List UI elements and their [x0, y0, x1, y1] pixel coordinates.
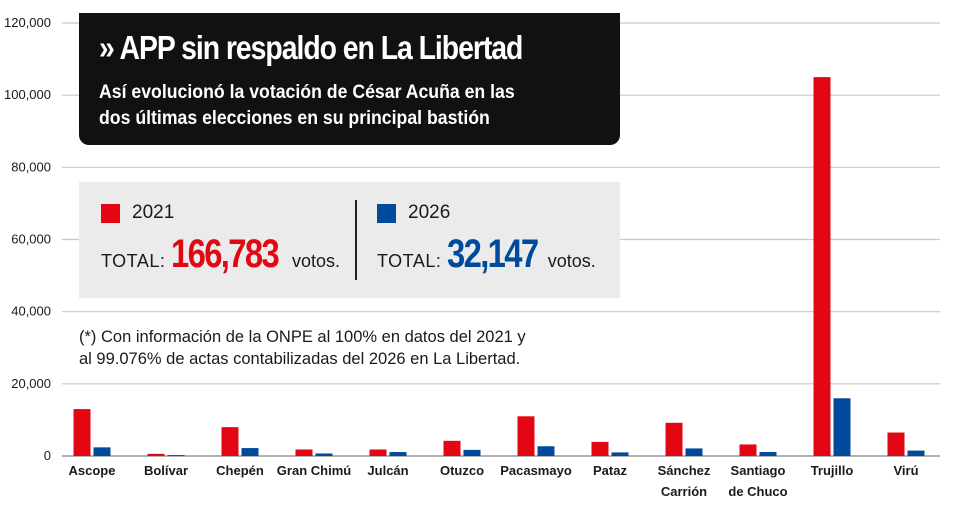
bar-2021: [665, 422, 683, 456]
y-tick-label: 40,000: [11, 304, 51, 319]
bar-2021: [147, 453, 165, 456]
x-tick-label: Carrión: [661, 484, 707, 499]
x-tick-label: Santiago: [731, 463, 786, 478]
bar-2026: [833, 398, 851, 456]
bar-2021: [221, 427, 239, 456]
bar-2026: [167, 455, 185, 456]
subtitle-line-2: dos últimas elecciones en su principal b…: [99, 108, 490, 129]
bars: [73, 77, 925, 456]
footnote-line-2: al 99.076% de actas contabilizadas del 2…: [79, 350, 521, 368]
x-tick-label: Ascope: [69, 463, 116, 478]
bar-2021: [813, 77, 831, 456]
bar-2021: [73, 409, 91, 456]
bar-2021: [369, 449, 387, 456]
chart-title: » APP sin respaldo en La Libertad: [99, 29, 523, 66]
total-value-2021: 166,783: [171, 232, 280, 276]
title-box: » APP sin respaldo en La Libertad Así ev…: [79, 13, 620, 145]
total-unit-2021: votos.: [291, 251, 340, 271]
bar-2026: [537, 446, 555, 456]
bar-2026: [389, 452, 407, 456]
legend-item-2021: 2021: [101, 202, 174, 224]
legend-swatch-2021: [101, 203, 120, 223]
legend-item-2026: 2026: [377, 202, 450, 224]
footnote: (*) Con información de la ONPE al 100% e…: [79, 326, 526, 370]
x-tick-label: de Chuco: [728, 484, 787, 499]
legend-total-2026: TOTAL: 32,147 votos.: [377, 232, 596, 277]
bar-2026: [611, 452, 629, 456]
y-axis-ticks: 0 20,000 40,000 60,000 80,000 100,000 120,000: [4, 15, 51, 463]
legend: 2021 TOTAL: 166,783 votos. 2026 TOTAL: 3…: [79, 182, 620, 298]
x-tick-label: Julcán: [367, 463, 408, 478]
bar-2026: [315, 453, 333, 456]
x-tick-label: Bolívar: [144, 463, 188, 478]
legend-swatch-2026: [377, 203, 396, 223]
y-tick-label: 120,000: [4, 15, 51, 30]
x-tick-label: Sánchez: [658, 463, 711, 478]
subtitle-line-1: Así evolucionó la votación de César Acuñ…: [99, 82, 515, 103]
x-axis-ticks: Ascope Bolívar Chepén Gran Chimú Julcán Otuzc…: [69, 463, 919, 499]
bar-2026: [241, 448, 259, 456]
footnote-line-1: (*) Con información de la ONPE al 100% e…: [79, 328, 526, 346]
y-tick-label: 0: [44, 448, 51, 463]
bar-2026: [93, 447, 111, 456]
chart-subtitle: Así evolucionó la votación de César Acuñ…: [99, 80, 515, 132]
bar-2021: [517, 416, 535, 456]
y-tick-label: 20,000: [11, 376, 51, 391]
bar-2026: [759, 452, 777, 456]
bar-2021: [739, 444, 757, 456]
total-unit-2026: votos.: [547, 251, 596, 271]
x-tick-label: Gran Chimú: [277, 463, 351, 478]
bar-2026: [685, 448, 703, 456]
y-tick-label: 100,000: [4, 87, 51, 102]
total-label-2026: TOTAL:: [377, 251, 442, 271]
legend-label-2021: 2021: [132, 202, 175, 223]
bar-2026: [907, 450, 925, 456]
bar-2021: [591, 441, 609, 456]
x-tick-label: Virú: [893, 463, 918, 478]
bar-2021: [443, 440, 461, 456]
legend-label-2026: 2026: [408, 202, 451, 223]
x-tick-label: Pataz: [593, 463, 627, 478]
y-tick-label: 60,000: [11, 232, 51, 247]
legend-total-2021: TOTAL: 166,783 votos.: [101, 232, 340, 277]
bar-2026: [463, 449, 481, 456]
x-tick-label: Pacasmayo: [500, 463, 572, 478]
x-tick-label: Otuzco: [440, 463, 484, 478]
bar-2021: [295, 449, 313, 456]
x-tick-label: Trujillo: [811, 463, 854, 478]
total-label-2021: TOTAL:: [101, 251, 166, 271]
bar-2021: [887, 432, 905, 456]
y-tick-label: 80,000: [11, 159, 51, 174]
total-value-2026: 32,147: [447, 232, 539, 276]
x-tick-label: Chepén: [216, 463, 264, 478]
legend-divider: [355, 200, 357, 280]
